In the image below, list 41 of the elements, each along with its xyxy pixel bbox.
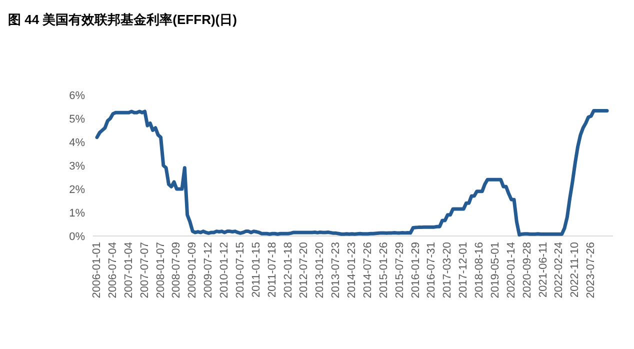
x-tick-label: 2017-03-20 (442, 242, 454, 298)
x-tick-label: 2010-07-15 (234, 242, 246, 298)
x-tick-label: 2009-07-12 (202, 242, 215, 298)
x-tick-label: 2012-01-18 (282, 242, 294, 298)
x-tick-label: 2008-07-09 (170, 242, 183, 298)
line-series (95, 109, 609, 237)
x-tick-label: 2017-12-01 (458, 242, 470, 298)
x-tick-label: 2020-01-14 (505, 242, 518, 298)
y-tick-label: 6% (69, 90, 86, 102)
y-tick-label: 4% (69, 137, 86, 149)
chart-title: 图 44 美国有效联邦基金利率(EFFR)(日) (8, 12, 237, 27)
x-tick-label: 2006-01-01 (91, 242, 103, 298)
x-tick-label: 2022-02-24 (553, 242, 566, 298)
y-tick-label: 0% (69, 231, 86, 243)
x-tick-label: 2015-07-29 (394, 242, 406, 298)
x-tick-label: 2023-07-26 (585, 242, 598, 298)
x-tick-label: 2013-07-23 (330, 242, 342, 298)
x-tick-label: 2018-08-16 (474, 242, 486, 298)
x-tick-label: 2007-01-04 (122, 242, 135, 298)
x-tick-label: 2015-01-26 (378, 242, 390, 298)
x-tick-label: 2013-01-20 (314, 242, 326, 298)
x-tick-label: 2006-07-04 (106, 242, 119, 298)
x-tick-label: 2010-01-12 (218, 242, 230, 298)
x-tick-label: 2014-07-26 (362, 242, 374, 298)
x-tick-label: 2011-07-18 (266, 242, 278, 298)
x-tick-label: 2016-07-31 (426, 242, 438, 298)
x-tick-label: 2009-01-09 (186, 242, 199, 298)
x-tick-label: 2014-01-23 (346, 242, 358, 298)
x-tick-label: 2011-01-15 (250, 242, 262, 298)
y-tick-label: 1% (69, 208, 86, 220)
x-tick-label: 2012-07-20 (298, 242, 310, 298)
y-tick-label: 3% (69, 160, 86, 172)
y-tick-label: 2% (69, 184, 86, 196)
y-tick-label: 5% (69, 114, 86, 126)
x-tick-label: 2016-01-29 (410, 242, 422, 298)
x-tick-label: 2019-05-01 (489, 242, 502, 298)
x-tick-label: 2021-06-11 (537, 242, 550, 298)
x-tick-label: 2007-07-07 (138, 242, 151, 298)
x-tick-label: 2008-01-07 (154, 242, 167, 298)
x-tick-label: 2020-09-28 (521, 242, 534, 298)
x-tick-label: 2022-11-10 (569, 242, 582, 298)
